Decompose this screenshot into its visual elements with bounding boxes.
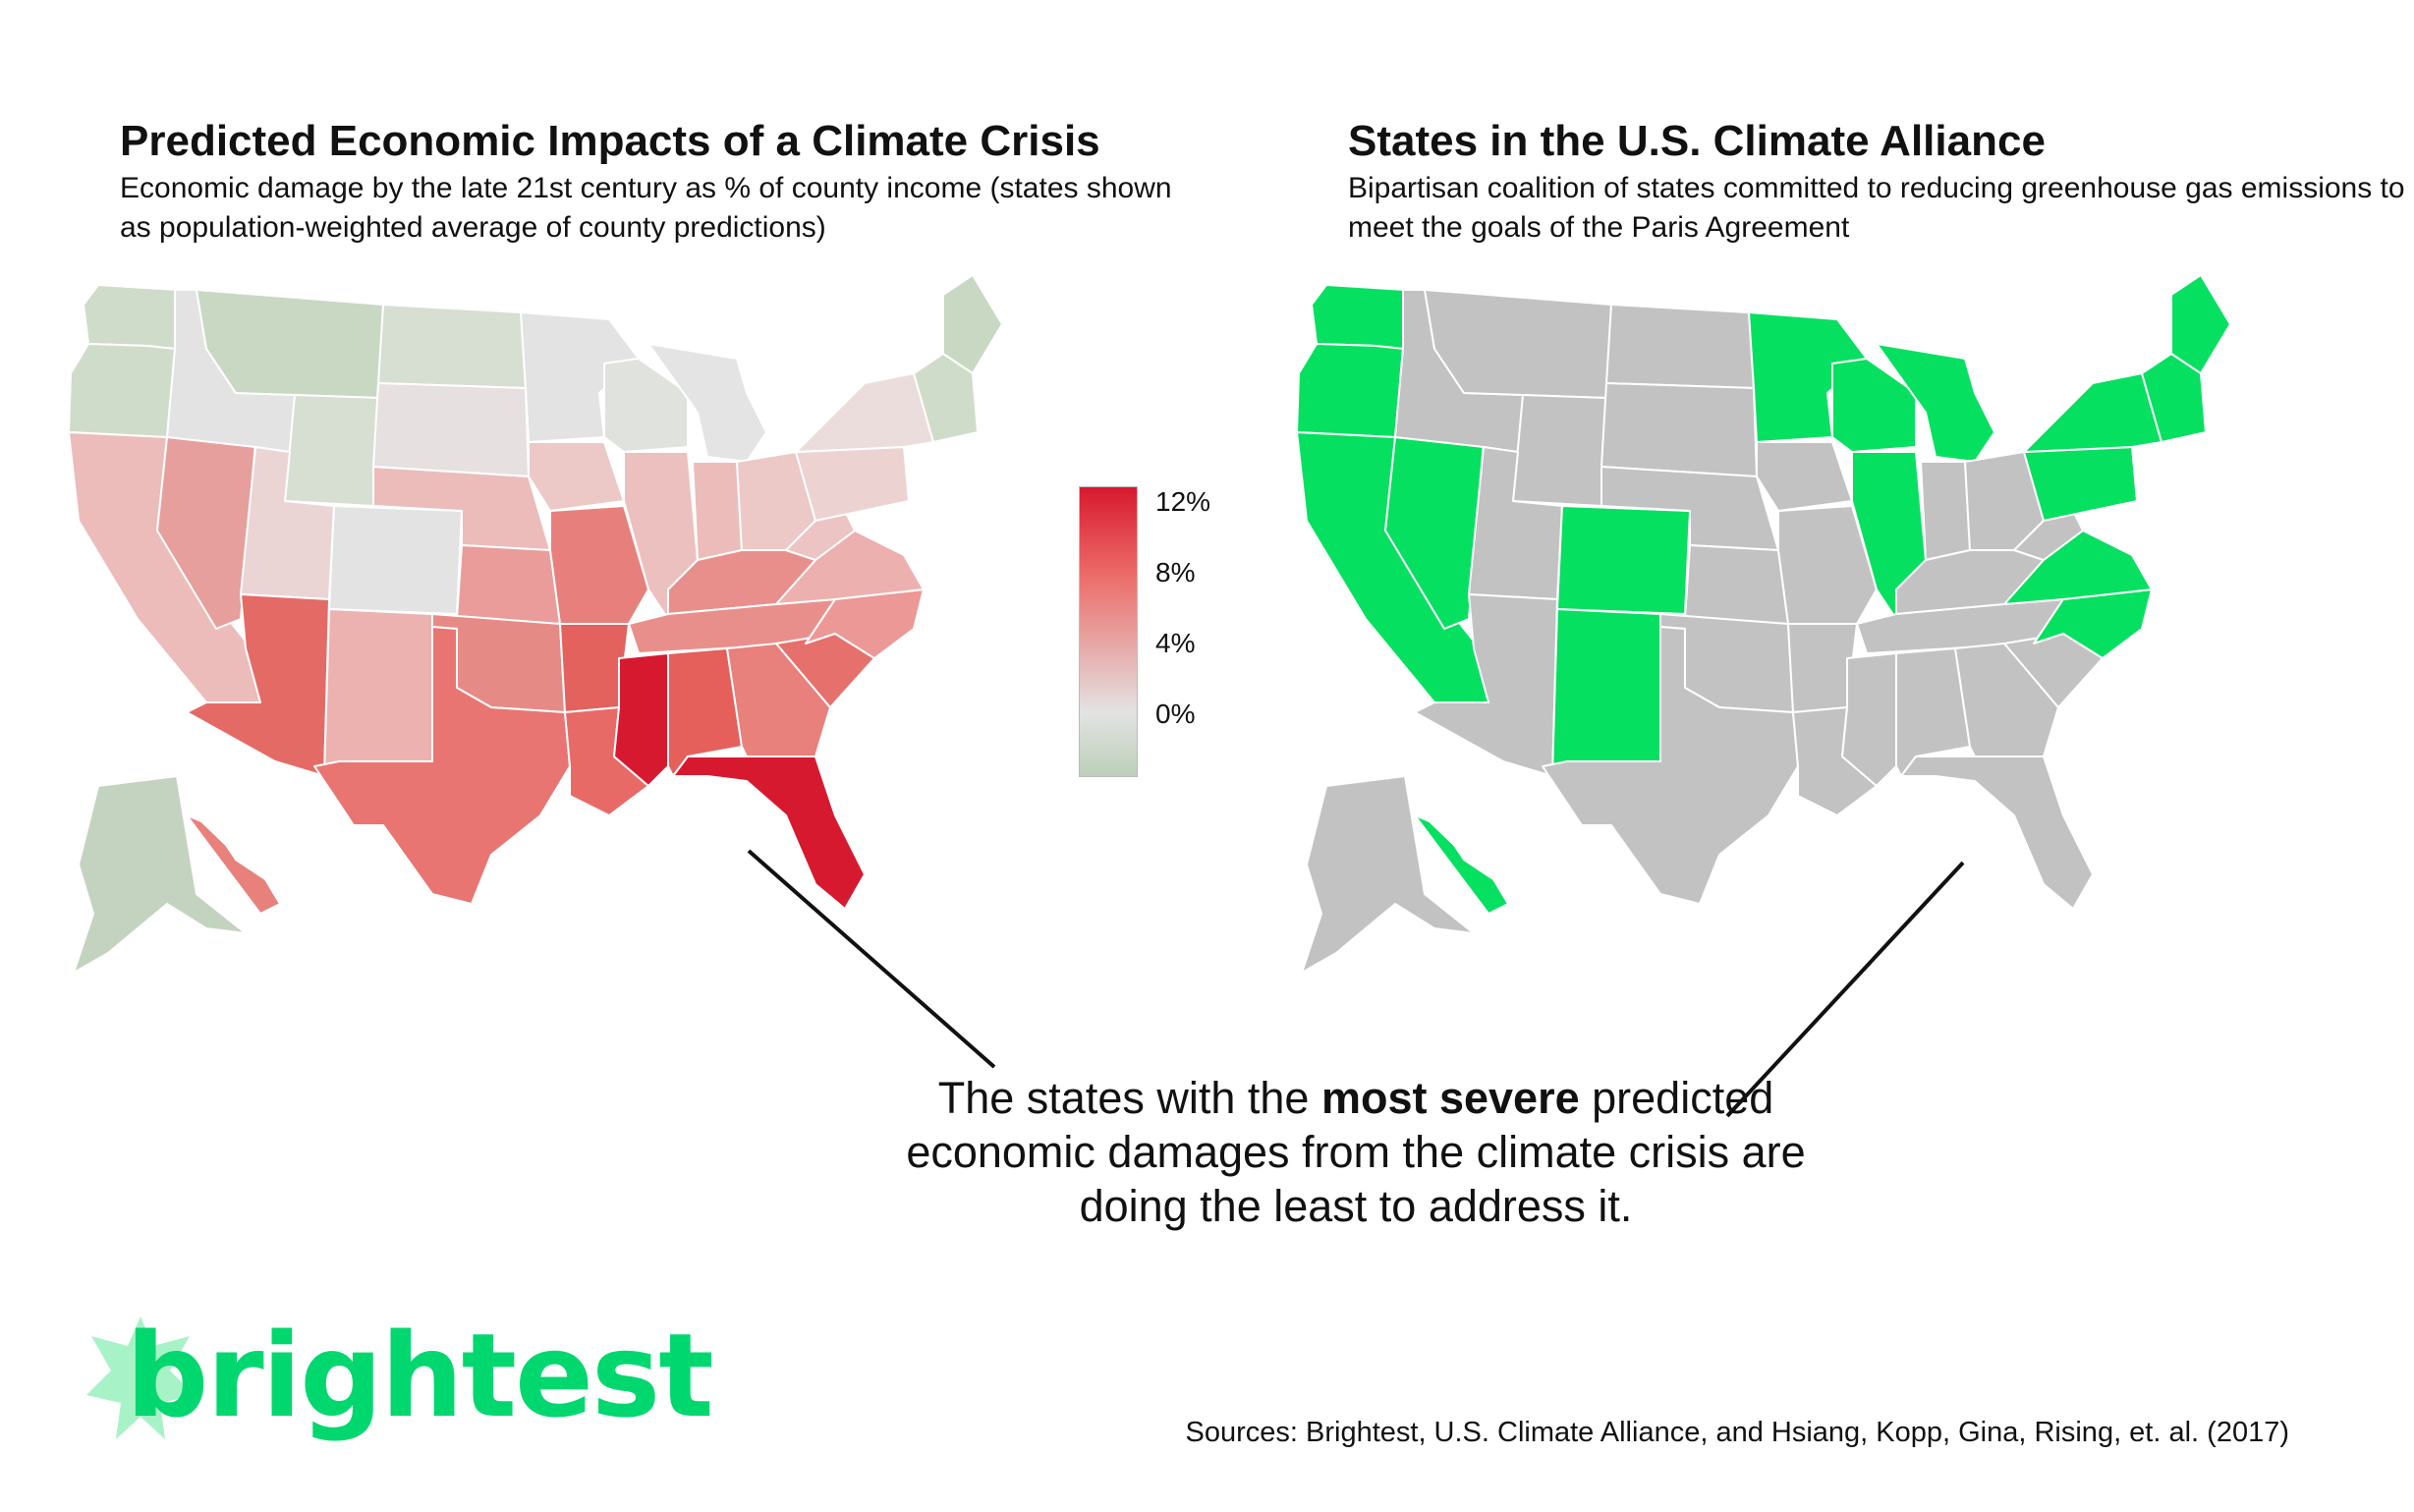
alliance-state-pennsylvania (2023, 446, 2138, 522)
state-maine (942, 274, 1003, 374)
alliance-state-colorado (1556, 505, 1691, 615)
alliance-state-oregon (1296, 343, 1404, 438)
state-wisconsin (603, 358, 689, 453)
alliance-state-north-dakota (1605, 304, 1755, 389)
state-washington (83, 284, 178, 350)
economic-damage-map (68, 274, 1003, 974)
state-west-virginia (785, 510, 856, 561)
state-northeast-small (913, 353, 979, 443)
state-florida (672, 756, 866, 910)
alliance-state-iowa (1756, 441, 1853, 512)
callout-text: The states with the most severe predicte… (884, 1071, 1827, 1233)
state-new-york (795, 372, 934, 453)
alliance-state-washington (1311, 284, 1406, 350)
right-map-subtitle: Bipartisan coalition of states committed… (1348, 172, 2405, 244)
legend-label-12: 12% (1155, 486, 1211, 517)
star-icon (86, 1316, 195, 1439)
alliance-state-minnesota (1748, 311, 1868, 443)
state-colorado (328, 505, 463, 615)
alliance-state-alaska (1301, 775, 1475, 974)
sources-note: Sources: Brightest, U.S. Climate Allianc… (1185, 1417, 2290, 1448)
state-oregon (68, 343, 176, 438)
state-alaska (73, 775, 247, 974)
alliance-state-northeast-small (2141, 353, 2207, 443)
state-indiana (692, 461, 743, 561)
state-hawaii (186, 814, 281, 915)
legend-label-4: 4% (1155, 628, 1196, 658)
brightest-logo: brightest (86, 1307, 714, 1454)
legend-label-8: 8% (1155, 557, 1196, 588)
state-wyoming (284, 394, 379, 507)
state-north-dakota (377, 304, 527, 389)
state-texas (313, 626, 571, 905)
damage-legend: 12% 8% 4% 0% (1079, 486, 1275, 781)
alliance-state-wyoming (1512, 394, 1607, 507)
alliance-state-wisconsin (1831, 358, 1917, 453)
alliance-state-texas (1542, 626, 1799, 905)
legend-color-bar (1079, 486, 1138, 777)
callout-before: The states with the (937, 1073, 1321, 1123)
state-south-dakota (372, 382, 530, 477)
state-pennsylvania (795, 446, 910, 522)
legend-label-0: 0% (1155, 699, 1196, 729)
right-map-title: States in the U.S. Climate Alliance (1348, 117, 2046, 165)
climate-alliance-map (1296, 274, 2231, 974)
logo-wordmark: brightest (126, 1308, 714, 1443)
state-kansas (456, 544, 561, 625)
alliance-state-michigan (1876, 343, 1995, 463)
alliance-state-florida (1900, 756, 2094, 910)
alliance-state-kansas (1684, 544, 1789, 625)
state-new-mexico (323, 608, 433, 777)
left-map-subtitle: Economic damage by the late 21st century… (120, 172, 1172, 244)
alliance-state-indiana (1920, 461, 1971, 561)
alliance-state-hawaii (1414, 814, 1509, 915)
left-map-title: Predicted Economic Impacts of a Climate … (120, 117, 1100, 165)
alliance-state-new-york (2023, 372, 2162, 453)
alliance-state-maine (2170, 274, 2231, 374)
alliance-state-new-mexico (1551, 608, 1661, 777)
state-minnesota (520, 311, 640, 443)
callout-after: predicted economic damages from the clim… (906, 1073, 1806, 1231)
alliance-state-west-virginia (2013, 510, 2084, 561)
state-michigan (647, 343, 767, 463)
state-iowa (528, 441, 625, 512)
callout-bold: most severe (1320, 1073, 1580, 1123)
alliance-state-south-dakota (1600, 382, 1758, 477)
